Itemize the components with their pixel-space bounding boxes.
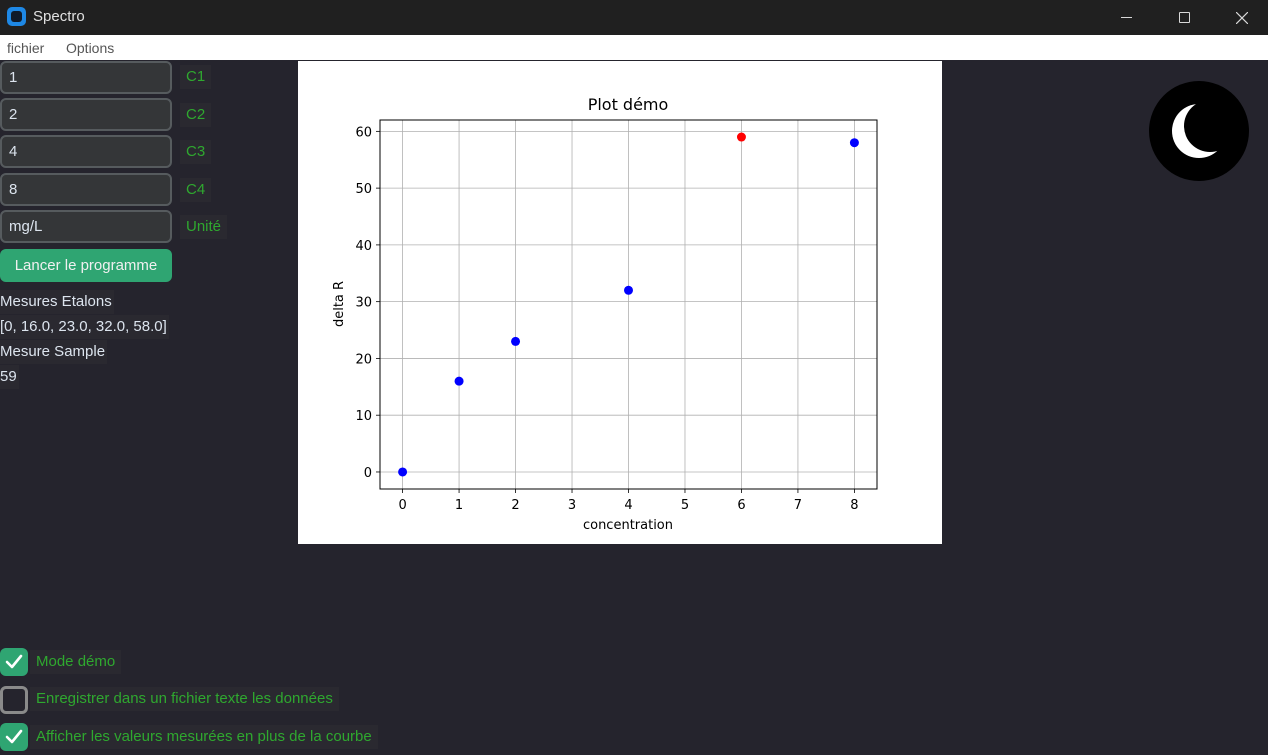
window-title: Spectro [33, 8, 85, 25]
unit-input[interactable] [0, 210, 172, 243]
sample-title: Mesure Sample [0, 340, 108, 364]
x-tick-label: 2 [511, 498, 519, 513]
x-tick-label: 1 [455, 498, 463, 513]
checkbox-label-save-to-file: Enregistrer dans un fichier texte les do… [30, 687, 339, 711]
x-tick-label: 8 [850, 498, 858, 513]
concentration-input-c1[interactable] [0, 61, 172, 94]
standard-data-point [849, 138, 859, 148]
run-program-button[interactable]: Lancer le programme [0, 249, 172, 282]
y-tick-label: 60 [355, 125, 372, 140]
y-tick-label: 50 [355, 182, 372, 197]
y-tick-label: 0 [364, 466, 372, 481]
x-tick-label: 7 [794, 498, 802, 513]
title-bar: Spectro [0, 0, 1268, 35]
x-tick-label: 5 [681, 498, 689, 513]
etalons-values: [0, 16.0, 23.0, 32.0, 58.0] [0, 315, 169, 339]
label-c3: C3 [180, 140, 212, 164]
checkbox-label-show-values: Afficher les valeurs mesurées en plus de… [30, 725, 378, 749]
label-unit: Unité [180, 215, 228, 239]
chart-title: Plot démo [588, 95, 669, 114]
menu-bar: fichier Options [0, 35, 1268, 60]
x-axis-label: concentration [583, 518, 673, 533]
x-tick-label: 4 [624, 498, 632, 513]
minimize-button[interactable] [1097, 0, 1155, 35]
menu-fichier[interactable]: fichier [7, 40, 45, 56]
maximize-icon [1178, 12, 1190, 23]
plot-panel: 0 1 2 3 4 5 6 7 8 0 10 20 30 40 50 60 Plot démo concent… [298, 61, 942, 544]
concentration-input-c4[interactable] [0, 173, 172, 206]
x-tick-label: 6 [737, 498, 745, 513]
maximize-button[interactable] [1155, 0, 1213, 35]
label-c2: C2 [180, 103, 212, 127]
close-button[interactable] [1213, 0, 1268, 35]
standard-data-point [624, 285, 633, 295]
label-c4: C4 [180, 178, 212, 202]
close-icon [1236, 11, 1248, 24]
moon-icon [1172, 100, 1236, 158]
checkmark-icon [5, 654, 23, 669]
y-tick-label: 10 [355, 409, 372, 424]
standard-data-point [454, 376, 464, 386]
y-axis-label: delta R [332, 281, 347, 327]
x-tick-label: 0 [398, 498, 406, 513]
sample-value: 59 [0, 365, 19, 389]
menu-options[interactable]: Options [66, 40, 115, 56]
y-tick-label: 20 [355, 352, 372, 367]
standard-data-point [511, 336, 521, 346]
x-tick-label: 3 [568, 498, 576, 513]
concentration-input-c2[interactable] [0, 98, 172, 131]
scatter-chart: 0 1 2 3 4 5 6 7 8 0 10 20 30 40 50 60 Plot démo concent… [332, 95, 878, 533]
checkbox-label-demo-mode: Mode démo [30, 650, 122, 674]
y-tick-label: 30 [355, 296, 372, 311]
checkmark-icon [5, 729, 23, 744]
minimize-icon [1120, 17, 1132, 18]
sample-data-point [736, 132, 746, 142]
app-icon [7, 7, 26, 26]
concentration-input-c3[interactable] [0, 135, 172, 168]
y-tick-label: 40 [355, 239, 372, 254]
standard-data-point [398, 467, 408, 477]
checkbox-show-values[interactable] [0, 723, 28, 751]
label-c1: C1 [180, 65, 212, 89]
checkbox-save-to-file[interactable] [0, 686, 28, 714]
theme-toggle-button[interactable] [1149, 81, 1249, 181]
etalons-title: Mesures Etalons [0, 290, 114, 314]
checkbox-demo-mode[interactable] [0, 648, 28, 676]
